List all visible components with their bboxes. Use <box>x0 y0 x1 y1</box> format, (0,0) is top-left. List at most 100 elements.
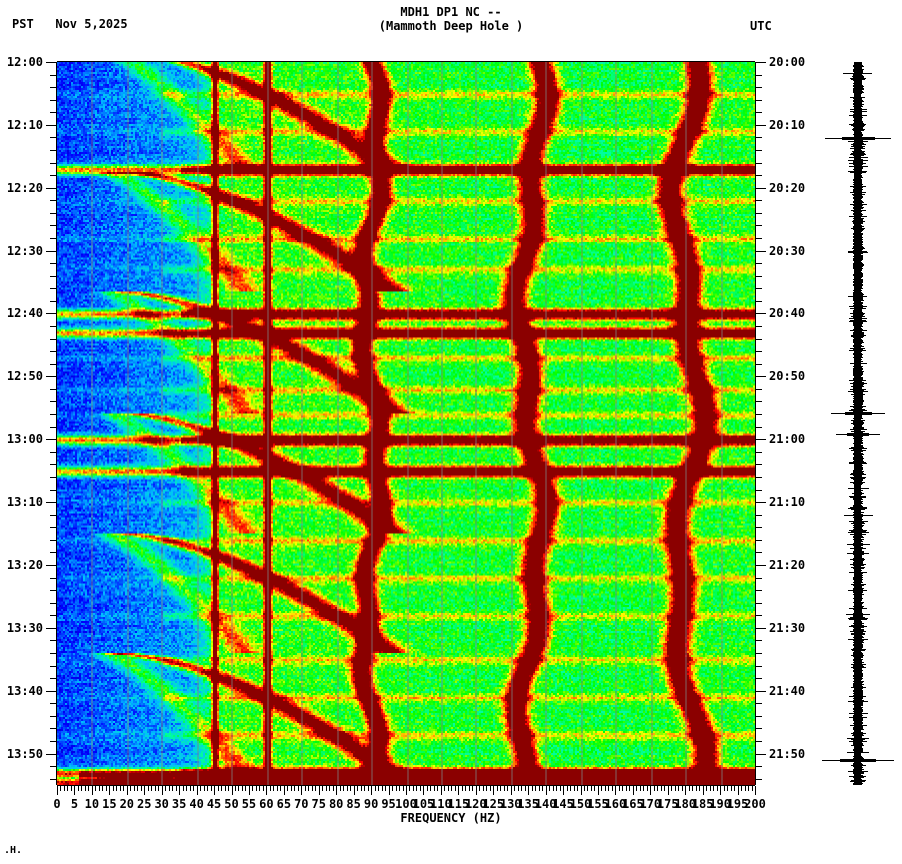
x-tick-minor <box>172 786 173 791</box>
y-tick-left-minor <box>50 590 57 591</box>
x-tick-minor <box>636 786 637 791</box>
x-tick-label: 105 <box>412 797 435 811</box>
x-tick-minor <box>315 786 316 791</box>
x-tick-minor <box>504 786 505 791</box>
x-tick-minor <box>169 786 170 791</box>
x-tick-minor <box>619 786 620 791</box>
x-tick-major <box>179 786 180 795</box>
x-tick-minor <box>455 786 456 791</box>
x-tick-minor <box>724 786 725 791</box>
x-tick-major <box>615 786 616 795</box>
y-tick-label-pst: 12:10 <box>6 117 43 132</box>
y-tick-left-major <box>46 565 57 566</box>
x-tick-minor <box>647 786 648 791</box>
x-tick-minor <box>500 786 501 791</box>
x-tick-minor <box>256 786 257 791</box>
y-tick-label-utc: 20:20 <box>769 180 806 195</box>
x-tick-label: 185 <box>691 797 714 811</box>
y-tick-label-pst: 13:30 <box>6 620 43 635</box>
x-tick-minor <box>661 786 662 791</box>
x-tick-label: 190 <box>709 797 731 811</box>
x-tick-minor <box>553 786 554 791</box>
x-tick-label: 5 <box>70 797 79 811</box>
x-tick-label: 15 <box>102 797 117 811</box>
y-tick-left-minor <box>50 527 57 528</box>
x-tick-minor <box>204 786 205 791</box>
y-tick-left-minor <box>50 615 57 616</box>
x-tick-minor <box>664 786 665 791</box>
x-tick-major <box>144 786 145 795</box>
y-tick-left-minor <box>50 414 57 415</box>
y-tick-right-minor <box>755 225 762 226</box>
page-title: MDH1 DP1 NC -- <box>400 5 502 19</box>
x-tick-minor <box>535 786 536 791</box>
y-tick-label-utc: 21:50 <box>769 746 806 761</box>
y-tick-left-minor <box>50 112 57 113</box>
x-tick-minor <box>357 786 358 791</box>
x-tick-major <box>92 786 93 795</box>
plot-frame-bottom <box>57 785 755 786</box>
y-tick-right-minor <box>755 288 762 289</box>
x-tick-minor <box>427 786 428 791</box>
y-tick-right-minor <box>755 100 762 101</box>
y-tick-label-pst: 12:00 <box>6 55 43 69</box>
x-tick-minor <box>413 786 414 791</box>
y-tick-left-minor <box>50 477 57 478</box>
y-tick-left-major <box>46 376 57 377</box>
x-tick-minor <box>430 786 431 791</box>
x-tick-minor <box>211 786 212 791</box>
y-tick-left-minor <box>50 175 57 176</box>
y-tick-right-minor <box>755 728 762 729</box>
x-tick-label: 100 <box>395 797 417 811</box>
y-tick-right-minor <box>755 137 762 138</box>
x-tick-major <box>389 786 390 795</box>
y-tick-right-minor <box>755 653 762 654</box>
x-tick-minor <box>574 786 575 791</box>
x-tick-minor <box>462 786 463 791</box>
x-tick-minor <box>347 786 348 791</box>
y-tick-right-major <box>755 376 766 377</box>
y-tick-right-minor <box>755 401 762 402</box>
y-tick-left-minor <box>50 100 57 101</box>
x-tick-minor <box>403 786 404 791</box>
x-tick-major <box>162 786 163 795</box>
plot-frame-right <box>755 62 756 785</box>
y-tick-right-minor <box>755 326 762 327</box>
x-tick-label: 155 <box>587 797 609 811</box>
y-tick-left-minor <box>50 540 57 541</box>
x-tick-minor <box>305 786 306 791</box>
x-tick-minor <box>542 786 543 791</box>
x-tick-minor <box>67 786 68 791</box>
x-tick-minor <box>444 786 445 791</box>
x-tick-minor <box>176 786 177 791</box>
seismogram-trace <box>820 62 900 785</box>
x-tick-label: 70 <box>294 797 309 811</box>
x-tick-minor <box>99 786 100 791</box>
y-tick-left-minor <box>50 326 57 327</box>
y-tick-right-minor <box>755 452 762 453</box>
y-tick-right-major <box>755 188 766 189</box>
x-tick-minor <box>497 786 498 791</box>
y-tick-right-major <box>755 439 766 440</box>
x-tick-minor <box>322 786 323 791</box>
y-tick-label-utc: 21:30 <box>769 620 806 635</box>
x-tick-minor <box>298 786 299 791</box>
x-tick-minor <box>333 786 334 791</box>
x-tick-label: 95 <box>381 797 396 811</box>
x-tick-major <box>197 786 198 795</box>
x-tick-minor <box>713 786 714 791</box>
y-tick-left-minor <box>50 728 57 729</box>
spectrogram-plot[interactable] <box>57 62 755 785</box>
x-tick-major <box>598 786 599 795</box>
x-tick-minor <box>308 786 309 791</box>
x-tick-major <box>266 786 267 795</box>
x-tick-minor <box>490 786 491 791</box>
y-tick-label-utc: 21:10 <box>769 495 806 510</box>
x-tick-minor <box>71 786 72 791</box>
x-tick-major <box>458 786 459 795</box>
x-tick-minor <box>514 786 515 791</box>
x-tick-minor <box>584 786 585 791</box>
x-tick-minor <box>270 786 271 791</box>
x-tick-minor <box>361 786 362 791</box>
x-tick-minor <box>134 786 135 791</box>
